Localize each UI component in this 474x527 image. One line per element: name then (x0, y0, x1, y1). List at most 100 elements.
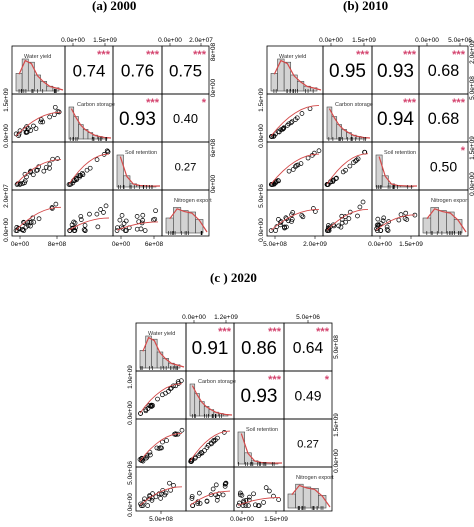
scatter-point (273, 228, 278, 233)
density-curve (291, 484, 331, 508)
scatter-point (402, 216, 408, 221)
correlation-value: 0.93 (377, 61, 414, 82)
histogram-bar (375, 154, 383, 188)
significance-stars: *** (193, 49, 207, 61)
scatter-point (213, 482, 219, 488)
axis-tick-label: 1.5e+09 (333, 413, 340, 437)
panel-title-2000: (a) 2000 (92, 0, 137, 13)
scatter-point (269, 134, 274, 139)
scatter-point (114, 228, 120, 233)
density-curve (18, 59, 64, 91)
scatter-point (271, 134, 276, 139)
axis-tick-label: 0.0e+00 (258, 218, 265, 242)
smooth-line (270, 208, 320, 231)
axis-tick-label: 5.0e+08 (263, 241, 287, 248)
scatter-point (22, 178, 28, 184)
correlation-value: 0.64 (293, 340, 324, 357)
scatter-point (268, 182, 274, 187)
scatter-point (55, 156, 60, 161)
scatter-point (95, 224, 101, 230)
smooth-line (326, 208, 369, 231)
scatter-point (74, 177, 79, 183)
variable-label: Soil retention (246, 427, 278, 433)
scatter-point (33, 126, 39, 131)
histogram-bar (123, 175, 131, 188)
scatter-point (124, 228, 129, 233)
scatter-point (398, 212, 404, 217)
correlation-value: 0.93 (119, 109, 156, 130)
smooth-line (237, 497, 281, 506)
axis-tick-label: 0.0e+00 (415, 37, 439, 44)
cell-border (418, 189, 469, 237)
scatter-point (351, 160, 356, 165)
scatter-point (154, 445, 160, 451)
histogram-bar (453, 219, 463, 234)
scatter-point (330, 222, 336, 228)
scatter-point (84, 167, 90, 173)
scatter-point (41, 168, 47, 174)
scatter-point (16, 225, 21, 231)
variable-label: Nitrogen export (174, 198, 212, 204)
scatter-point (189, 496, 195, 501)
scatter-point (153, 494, 159, 500)
smooth-line (116, 221, 159, 231)
scatter-point (173, 383, 179, 389)
scatter-point (31, 123, 36, 129)
axis-tick-label: 6e+08 (210, 138, 217, 157)
scatter-point (299, 111, 305, 116)
scatter-point (339, 220, 345, 226)
smooth-line (15, 159, 62, 185)
histogram-bar (381, 175, 389, 188)
variable-label: Carbon storage (198, 379, 236, 385)
histogram-bar (145, 335, 152, 369)
scatter-point (79, 170, 85, 176)
scatter-point (336, 223, 342, 229)
scatter-point (268, 228, 274, 233)
scatter-point (197, 490, 202, 496)
significance-stars: *** (403, 49, 417, 61)
scatter-point (281, 125, 287, 131)
scatter-point (189, 494, 195, 499)
scatter-point (347, 163, 353, 169)
axis-tick-label: 1.5e+09 (352, 37, 376, 44)
correlation-value: 0.50 (430, 158, 457, 174)
scatter-point (138, 501, 143, 507)
axis-tick-label: 5.0e+08 (469, 76, 474, 100)
cell-border (283, 466, 333, 512)
scatter-point (103, 203, 109, 209)
density-curve (273, 59, 322, 91)
scatter-point (148, 452, 153, 458)
correlation-value: 0.27 (175, 161, 197, 173)
significance-stars: *** (452, 97, 466, 109)
axis-tick-label: 5.0e+08 (149, 516, 173, 523)
smooth-line (189, 430, 231, 462)
correlation-value: 0.68 (428, 62, 459, 80)
scatter-point (290, 210, 296, 215)
scatter-point (197, 501, 203, 506)
histogram-bar (277, 58, 285, 92)
scatter-point (316, 148, 322, 154)
significance-stars: * (325, 374, 330, 386)
panel-title-2020: (c ) 2020 (210, 270, 257, 285)
scatter-point (162, 492, 168, 498)
scatter-point (381, 215, 387, 221)
variable-label: Soil retention (125, 150, 157, 156)
smooth-line (375, 214, 416, 231)
axis-tick-label: 5.0e+06 (127, 461, 134, 485)
scatter-point (87, 211, 92, 217)
scatter-point (215, 494, 221, 500)
scatter-point (311, 206, 316, 211)
smooth-line (68, 153, 110, 185)
scatter-point (121, 221, 127, 226)
histogram-bar (287, 493, 296, 509)
scatter-point (78, 214, 84, 219)
scatter-point (55, 109, 61, 114)
scatter-point (305, 155, 311, 161)
correlation-value: 0.91 (192, 338, 229, 359)
significance-stars: *** (268, 326, 282, 338)
scatter-point (243, 503, 249, 508)
scatter-point (30, 172, 36, 178)
scatter-point (346, 216, 352, 221)
scatter-point (247, 494, 252, 500)
scatter-point (94, 211, 100, 217)
